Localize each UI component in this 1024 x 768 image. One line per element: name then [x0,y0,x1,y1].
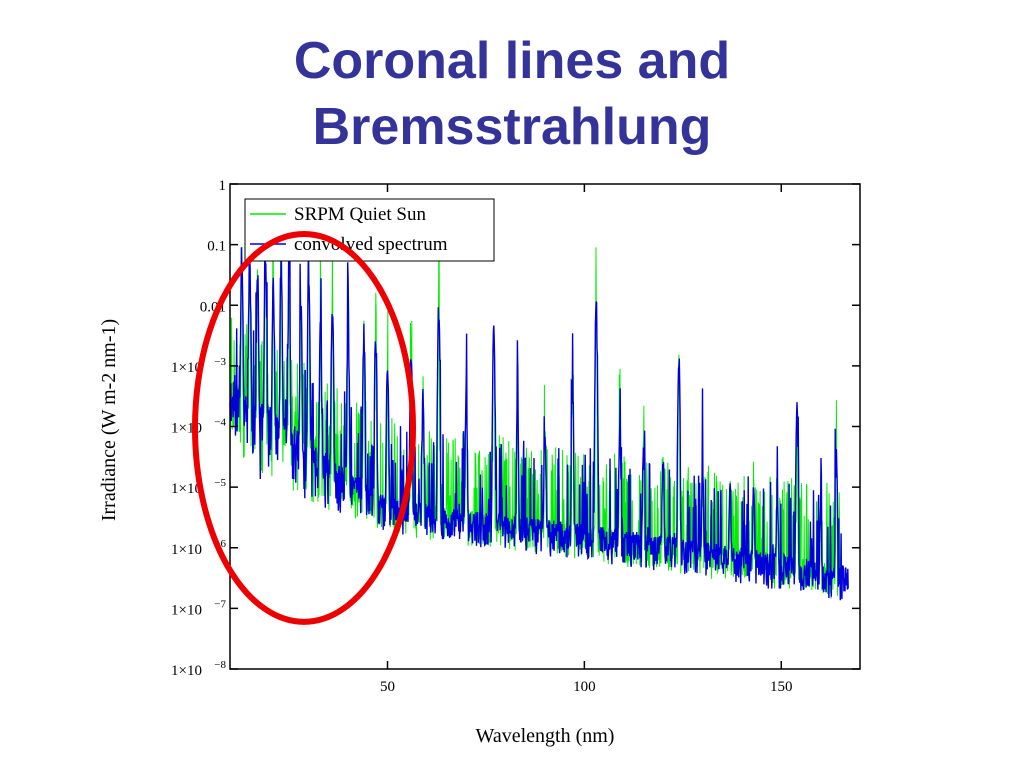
legend-label: SRPM Quiet Sun [294,204,426,225]
legend-box [244,198,495,262]
x-axis-label: Wavelength (nm) [476,725,615,747]
y-tick-exponent: −4 [214,417,226,429]
y-axis-label: Irradiance (W m-2 nm-1) [98,319,120,521]
y-tick-label: 1×10 [171,542,202,558]
slide-title: Coronal lines and Bremsstrahlung [0,28,1024,160]
y-tick-label: 0.1 [207,239,226,255]
x-tick-label: 50 [380,679,395,695]
plot-lines-group [229,246,849,601]
y-tick-label: 1×10 [171,481,202,497]
y-tick-label: 1 [219,178,227,194]
y-tick-exponent: −7 [214,598,226,610]
x-tick-label: 100 [573,679,596,695]
y-tick-exponent: −3 [214,356,226,368]
series-line-convolved-spectrum [229,246,849,601]
title-line-2: Bremsstrahlung [312,98,712,156]
y-tick-label: 1×10 [171,663,202,679]
annotation-ellipse [192,230,416,625]
y-tick-label: 1×10 [171,360,202,376]
y-tick-exponent: −8 [214,659,226,671]
y-tick-label: 1×10 [171,602,202,618]
title-line-1: Coronal lines and [293,32,731,90]
x-tick-label: 150 [770,679,793,695]
x-ticks-group: 50 100 150 [380,184,793,695]
y-tick-exponent: −5 [214,477,226,489]
